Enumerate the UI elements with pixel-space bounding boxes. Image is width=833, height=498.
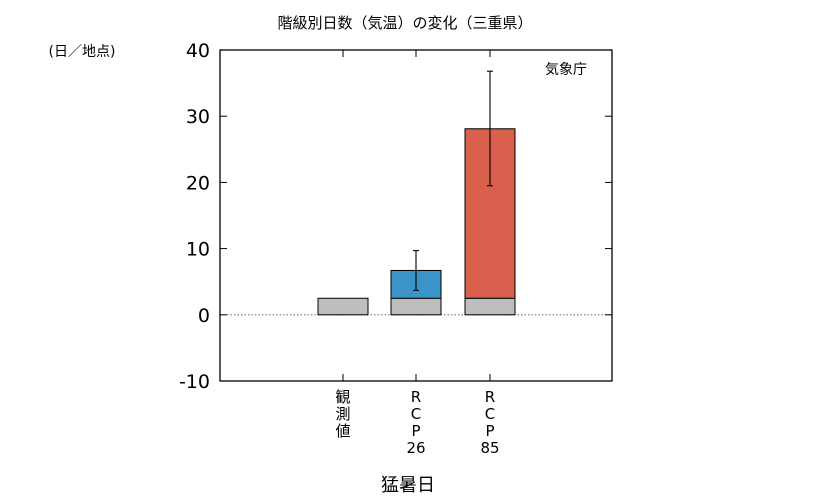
x-labels-layer: 観測値 R C P 26 R C P 85 <box>335 50 500 457</box>
chart-title: 階級別日数（気温）の変化（三重県） <box>277 14 532 32</box>
x-tick-label-rcp85: R C P 85 <box>480 388 499 457</box>
plot-frame <box>219 49 613 382</box>
bars-layer <box>317 128 516 316</box>
source-annotation: 気象庁 <box>545 62 587 78</box>
bar-rcp85-present <box>464 297 516 316</box>
error-bars-layer <box>413 70 493 291</box>
x-tick-label-observed: 観測値 <box>335 388 350 440</box>
bar-observed-present <box>317 297 369 316</box>
y-tick-label-40: 40 <box>186 40 210 62</box>
bar-rcp26-present <box>390 297 442 316</box>
x-axis-label: 猛暑日 <box>381 475 435 496</box>
y-tick-label-10: 10 <box>186 239 210 261</box>
y-tick-label-20: 20 <box>186 172 210 194</box>
x-tick-label-rcp26: R C P 26 <box>406 388 425 457</box>
y-tick-label--10: -10 <box>179 371 210 393</box>
y-ticks-layer: -10 0 10 20 30 40 <box>179 40 612 393</box>
y-axis-label: (日／地点) <box>49 44 116 60</box>
y-tick-label-30: 30 <box>186 106 210 128</box>
y-tick-label-0: 0 <box>198 305 210 327</box>
